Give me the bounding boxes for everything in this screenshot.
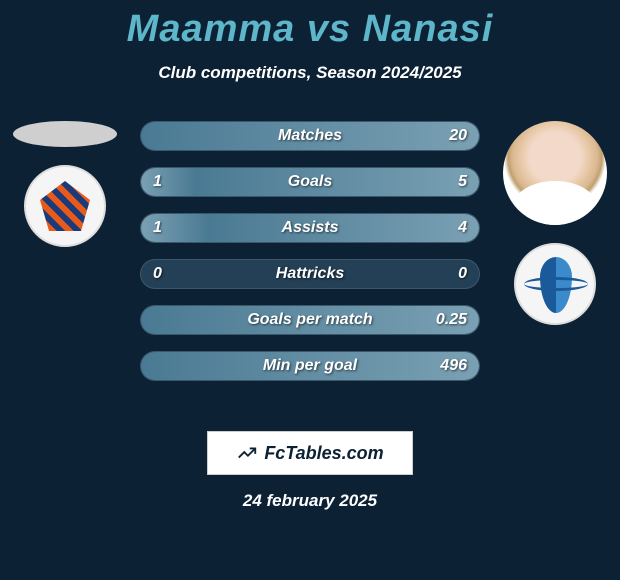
stat-bar: 1 4 Assists bbox=[140, 213, 480, 243]
stat-right-value: 0.25 bbox=[436, 311, 467, 329]
stat-left-value: 1 bbox=[153, 219, 162, 237]
page-title: Maamma vs Nanasi bbox=[0, 0, 620, 51]
stat-left-value: 1 bbox=[153, 173, 162, 191]
stat-bar: 20 Matches bbox=[140, 121, 480, 151]
stat-label: Min per goal bbox=[263, 357, 357, 375]
stat-bars-container: 20 Matches 1 5 Goals 1 4 Assists 0 0 Hattricks 0.25… bbox=[140, 121, 480, 381]
stat-bar: 0.25 Goals per match bbox=[140, 305, 480, 335]
player-photo-right bbox=[503, 121, 607, 225]
watermark-label: FcTables.com bbox=[264, 443, 383, 464]
stat-label: Goals bbox=[288, 173, 332, 191]
club-badge-strasbourg bbox=[514, 243, 596, 325]
stat-left-value: 0 bbox=[153, 265, 162, 283]
stat-label: Goals per match bbox=[247, 311, 372, 329]
stat-bar: 0 0 Hattricks bbox=[140, 259, 480, 289]
stat-bar-fill-left bbox=[141, 214, 209, 242]
stat-bar: 496 Min per goal bbox=[140, 351, 480, 381]
stat-right-value: 20 bbox=[449, 127, 467, 145]
stat-right-value: 5 bbox=[458, 173, 467, 191]
stat-right-value: 496 bbox=[440, 357, 467, 375]
stat-right-value: 4 bbox=[458, 219, 467, 237]
comparison-panel: 20 Matches 1 5 Goals 1 4 Assists 0 0 Hattricks 0.25… bbox=[0, 121, 620, 411]
date-label: 24 february 2025 bbox=[0, 491, 620, 511]
stat-right-value: 0 bbox=[458, 265, 467, 283]
subtitle: Club competitions, Season 2024/2025 bbox=[0, 63, 620, 83]
stat-bar: 1 5 Goals bbox=[140, 167, 480, 197]
chart-icon bbox=[236, 442, 258, 464]
fctables-watermark: FcTables.com bbox=[207, 431, 413, 475]
left-player-column bbox=[10, 121, 120, 247]
right-player-column bbox=[500, 121, 610, 325]
stat-bar-fill-right bbox=[195, 168, 479, 196]
stat-label: Assists bbox=[282, 219, 339, 237]
player-shadow-left bbox=[13, 121, 117, 147]
stat-label: Hattricks bbox=[276, 265, 344, 283]
stat-bar-fill-right bbox=[209, 214, 479, 242]
club-badge-montpellier bbox=[24, 165, 106, 247]
stat-label: Matches bbox=[278, 127, 342, 145]
stat-bar-fill-left bbox=[141, 168, 195, 196]
